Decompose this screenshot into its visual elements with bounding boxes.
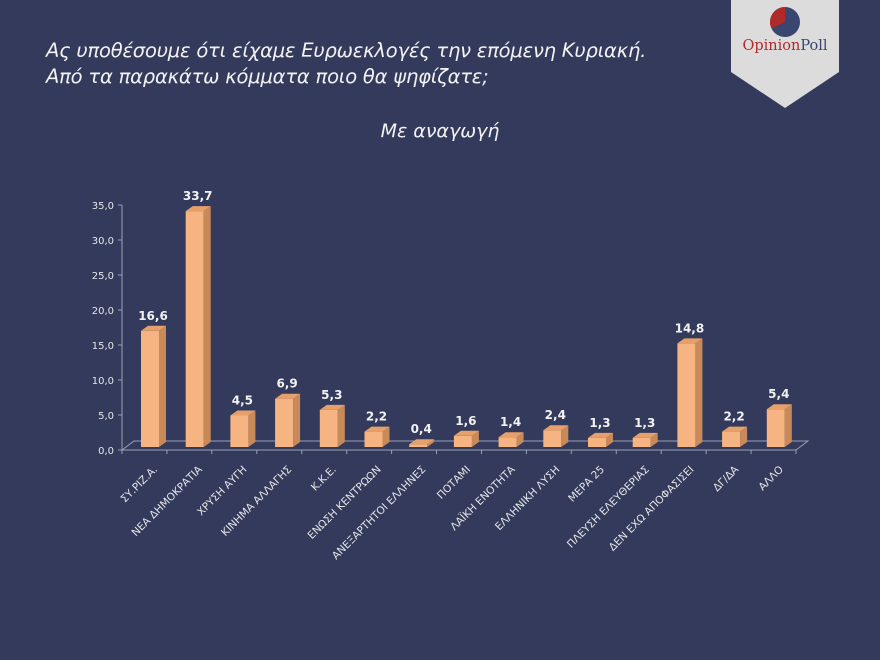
value-label: 14,8 (675, 321, 705, 335)
bar (498, 432, 524, 447)
value-label: 4,5 (232, 394, 253, 408)
value-label: 0,4 (411, 422, 432, 436)
bar (364, 426, 390, 447)
bar (185, 206, 211, 447)
y-tick-label: 10,0 (92, 376, 114, 387)
bar (453, 430, 479, 447)
value-label: 5,3 (321, 388, 342, 402)
x-category-label: Κ.Κ.Ε. (309, 464, 339, 494)
bar (409, 439, 435, 447)
x-category-label: ΣΥ.ΡΙΖ.Α. (118, 464, 160, 506)
y-tick-label: 15,0 (92, 341, 114, 352)
opinionpoll-logo-banner (731, 0, 839, 108)
x-category-label: ΑΝΕΞΑΡΤΗΤΟΙ ΕΛΛΗΝΕΣ (330, 464, 428, 562)
bar (319, 404, 345, 447)
title-line-1: Ας υποθέσουμε ότι είχαμε Ευρωεκλογές την… (46, 39, 647, 62)
bar (543, 425, 569, 447)
bar (632, 432, 658, 447)
x-category-label: ΕΝΩΣΗ ΚΕΝΤΡΩΩΝ (306, 464, 384, 542)
bar (275, 393, 301, 447)
bar (141, 325, 166, 447)
value-label: 33,7 (183, 189, 213, 203)
title-line-2: Από τα παρακάτω κόμματα ποιο θα ψηφίζατε… (46, 65, 489, 88)
value-label: 1,4 (500, 415, 521, 429)
y-tick-label: 35,0 (92, 201, 114, 212)
x-category-label: ΠΟΤΑΜΙ (435, 464, 473, 502)
bar (230, 410, 256, 447)
value-label: 2,2 (723, 410, 744, 424)
x-category-label: ΔΕΝ ΕΧΩ ΑΠΟΦΑΣΙΣΕΙ (607, 464, 697, 554)
value-label: 6,9 (276, 377, 297, 391)
value-label: 2,2 (366, 410, 387, 424)
y-tick-label: 25,0 (92, 271, 114, 282)
bar (722, 426, 748, 447)
bar (766, 404, 792, 447)
x-category-label: ΜΕΡΑ 25 (566, 464, 607, 505)
bar (588, 432, 613, 447)
value-label: 2,4 (545, 408, 566, 422)
x-category-label: ΔΓ/ΔΑ (711, 463, 742, 494)
pie-chart-icon (770, 7, 800, 37)
logo-text: OpinionPoll (742, 38, 828, 54)
value-label: 5,4 (768, 387, 789, 401)
y-tick-label: 5,0 (98, 411, 114, 422)
bar (677, 338, 703, 447)
value-label: 1,3 (589, 416, 610, 430)
value-label: 1,3 (634, 416, 655, 430)
value-label: 16,6 (138, 309, 168, 323)
y-tick-label: 0,0 (98, 446, 114, 457)
chart-title: Ας υποθέσουμε ότι είχαμε Ευρωεκλογές την… (46, 38, 646, 90)
chart-subtitle: Με αναγωγή (380, 120, 500, 142)
x-category-label: ΑΛΛΟ (756, 464, 786, 494)
y-tick-label: 20,0 (92, 306, 114, 317)
x-category-label: ΠΛΕΥΣΗ ΕΛΕΥΘΕΡΙΑΣ (565, 464, 652, 551)
y-tick-label: 30,0 (92, 236, 114, 247)
value-label: 1,6 (455, 414, 476, 428)
